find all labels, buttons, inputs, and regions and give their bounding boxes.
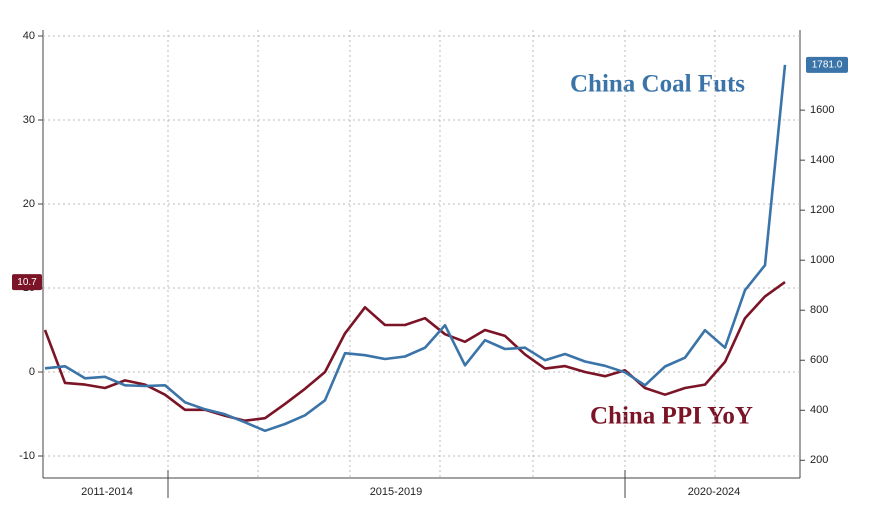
y2-tick-label: 1000 — [810, 254, 834, 266]
y-tick-label: 20 — [23, 198, 35, 210]
x-group-label: 2015-2019 — [370, 486, 423, 498]
y-tick-label: 40 — [23, 30, 35, 42]
last-value-label: 1781.0 — [812, 60, 843, 71]
y2-tick-label: 1200 — [810, 204, 834, 216]
series-line — [44, 64, 787, 433]
series-line — [43, 281, 786, 422]
x-group-label: 2011-2014 — [81, 486, 133, 498]
y2-tick-label: 200 — [810, 454, 828, 466]
y2-tick-label: 1600 — [810, 104, 834, 116]
y2-tick-label: 400 — [810, 404, 828, 416]
last-value-tag — [12, 274, 42, 291]
last-value-label: 10.7 — [17, 277, 37, 288]
annotation: China PPI YoY — [590, 403, 753, 430]
y-tick-label: 30 — [23, 114, 35, 126]
x-group-label: 2020-2024 — [688, 486, 741, 498]
y2-tick-label: 800 — [810, 304, 828, 316]
last-value-tag — [806, 56, 848, 73]
y-tick-label: 0 — [29, 366, 35, 378]
y2-tick-label: 1400 — [810, 154, 834, 166]
y2-tick-label: 600 — [810, 354, 828, 366]
y-tick-label: -10 — [19, 450, 35, 462]
annotation: China Coal Futs — [570, 71, 745, 98]
